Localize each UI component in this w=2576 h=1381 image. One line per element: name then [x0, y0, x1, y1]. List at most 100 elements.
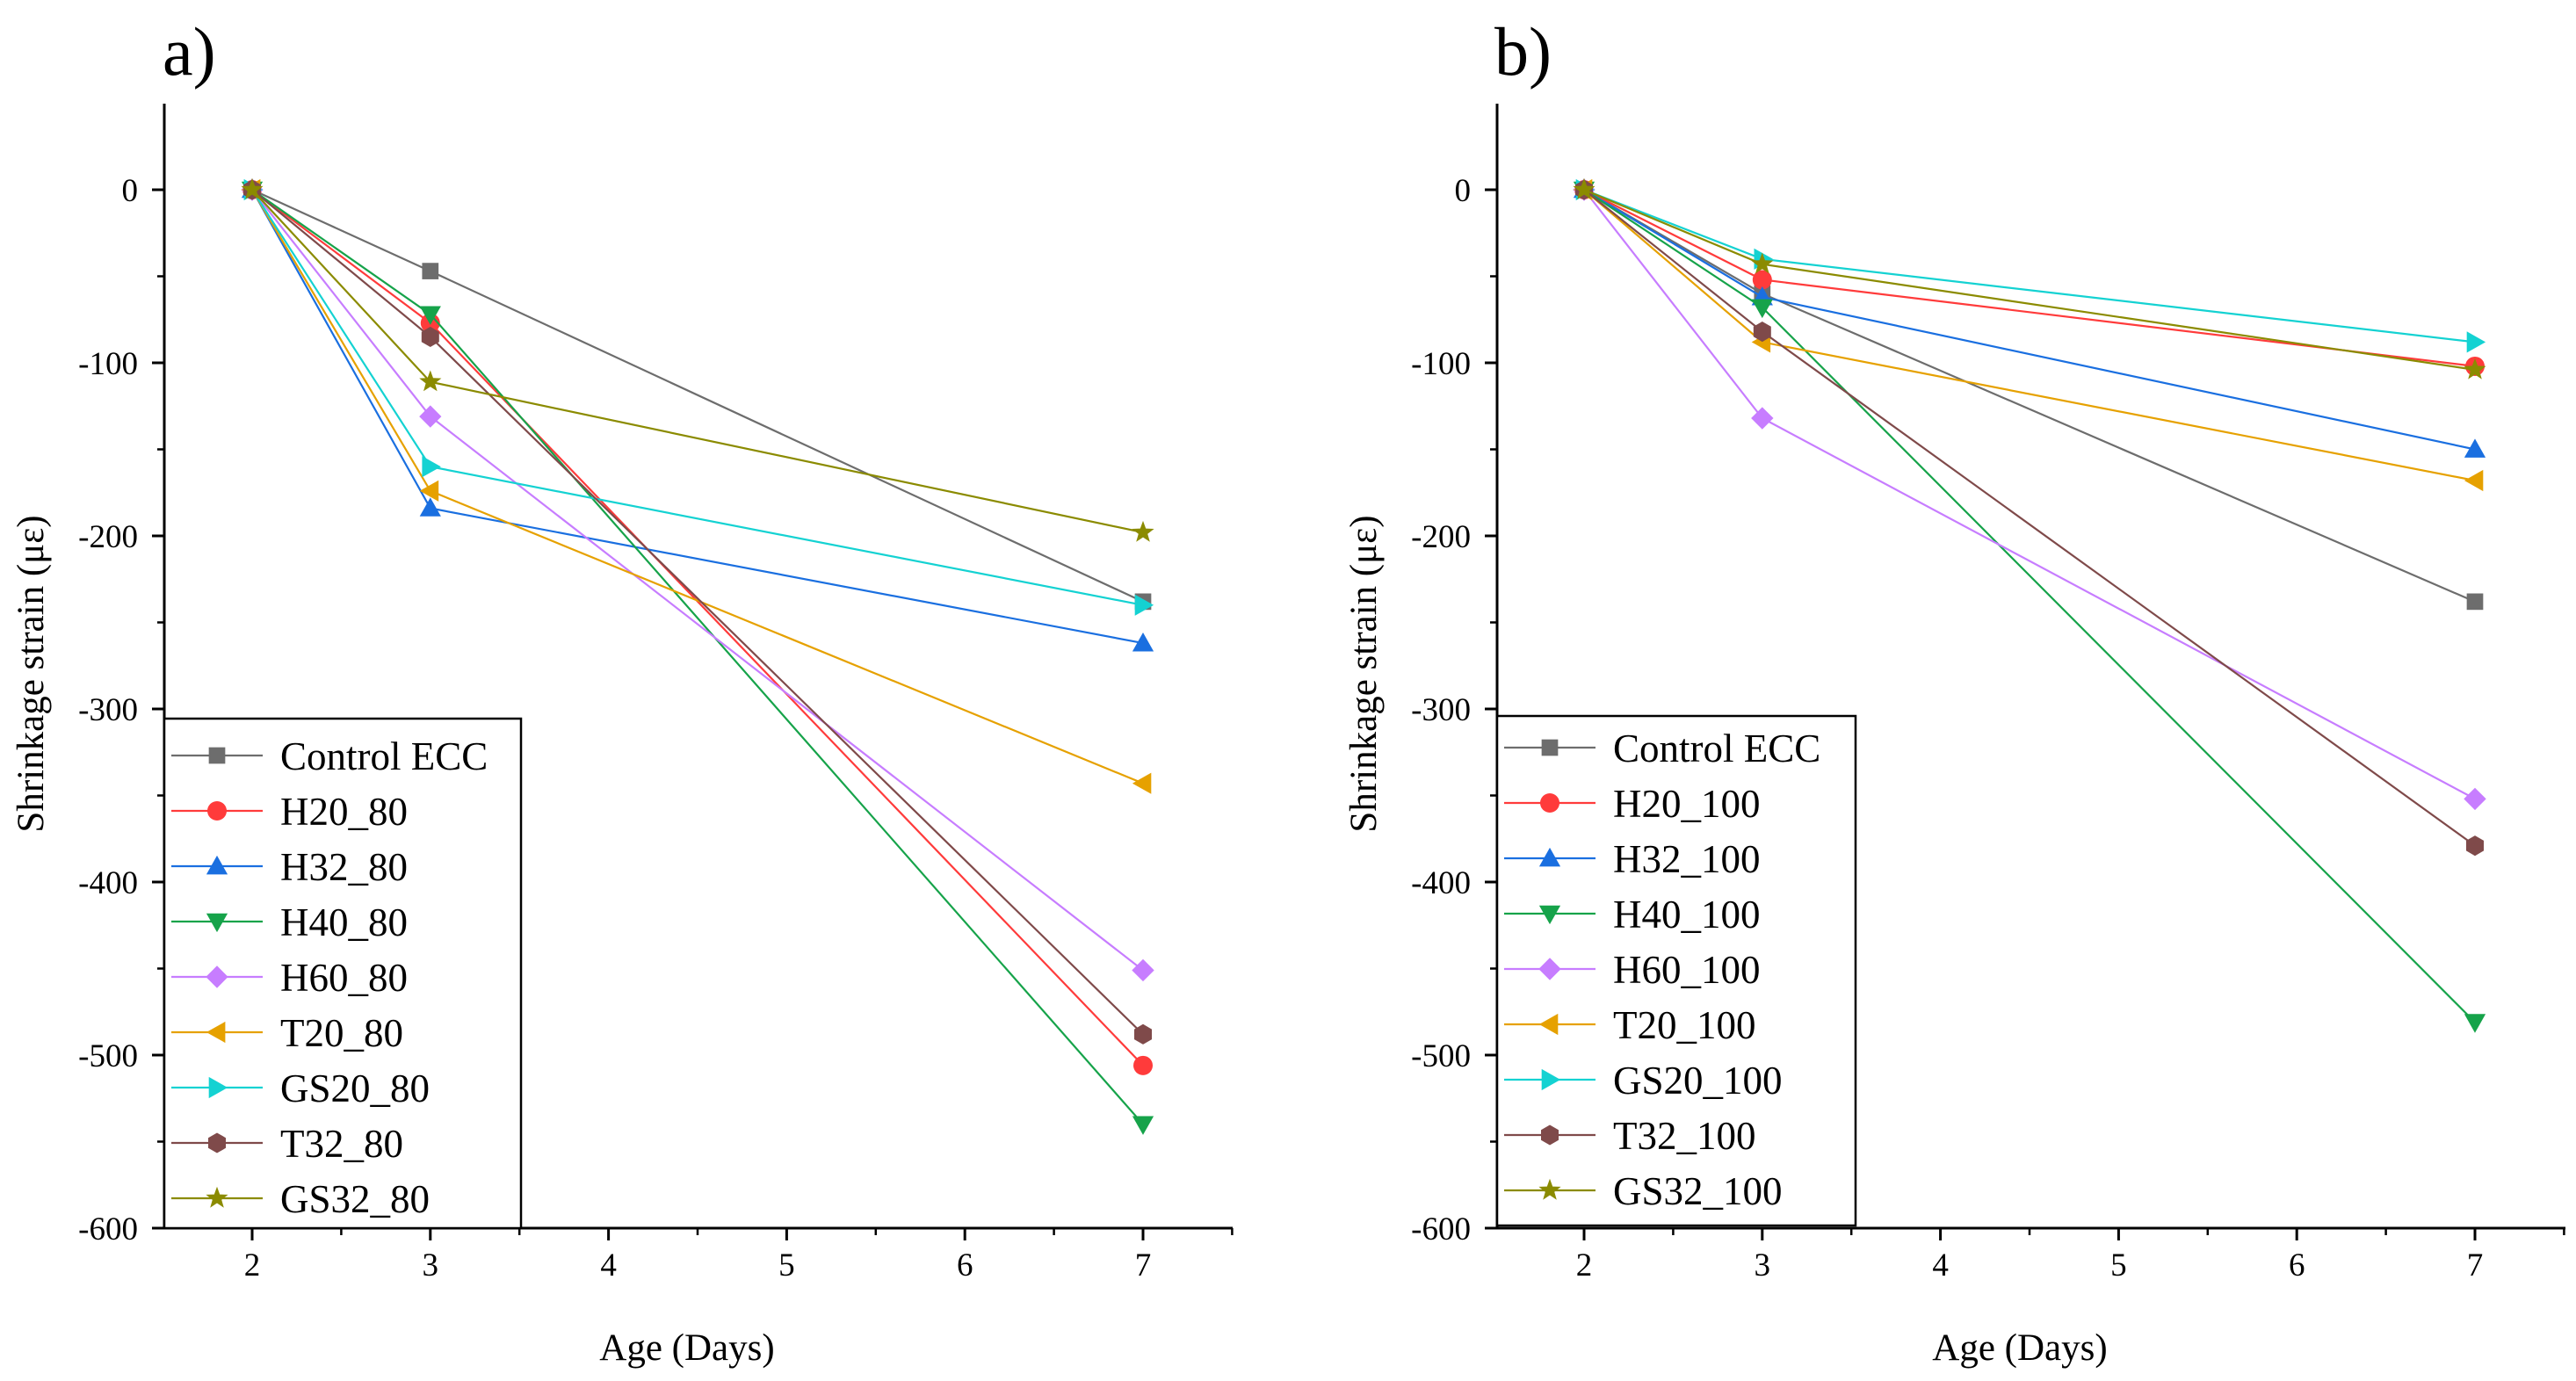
- legend-label: H40_80: [280, 900, 408, 944]
- legend-item: Control ECC: [1504, 727, 1820, 770]
- series-control-ecc: [1575, 181, 2484, 611]
- legend-marker: [1541, 1124, 1559, 1146]
- legend-marker: [206, 1186, 228, 1208]
- legend-marker: [207, 801, 227, 821]
- data-point: [419, 497, 441, 517]
- data-point: [1132, 958, 1154, 982]
- series-line: [1583, 189, 2476, 603]
- legend-marker: [1538, 905, 1561, 925]
- data-point: [1752, 270, 1772, 290]
- legend-item: T20_80: [171, 1011, 403, 1055]
- legend-item: GS32_80: [171, 1177, 430, 1221]
- legend-label: H32_100: [1613, 837, 1761, 881]
- legend-label: GS32_100: [1613, 1169, 1783, 1213]
- x-tick-label: 7: [2467, 1247, 2484, 1283]
- legend-item: H60_80: [171, 956, 408, 1000]
- series-line: [1583, 189, 2476, 482]
- y-axis-title: Shrinkage strain (με): [11, 515, 52, 832]
- legend-label: GS20_80: [280, 1066, 430, 1110]
- legend-label: H40_100: [1613, 893, 1761, 936]
- legend-marker: [208, 747, 226, 764]
- x-tick-label: 2: [1576, 1247, 1593, 1283]
- legend-marker: [1540, 793, 1559, 813]
- x-tick-label: 2: [244, 1247, 261, 1283]
- data-point: [241, 177, 264, 199]
- y-tick-label: -200: [78, 519, 138, 555]
- series-control-ecc: [243, 181, 1152, 611]
- x-tick-label: 5: [778, 1247, 795, 1283]
- series-line: [1583, 189, 2476, 451]
- chart-panel-b: b) 0 -100 -200 -300 -400 -500 -600 2 3 4 5 6 7 Age (Da…: [1343, 13, 2565, 1369]
- data-point: [1132, 520, 1154, 542]
- data-point: [2464, 358, 2486, 380]
- data-point: [419, 370, 442, 392]
- legend-item: T32_100: [1504, 1114, 1756, 1158]
- data-point: [2464, 438, 2486, 458]
- data-point: [2464, 1014, 2486, 1033]
- data-point: [2466, 593, 2484, 611]
- data-point: [1132, 633, 1154, 652]
- series-gs32-80: [241, 177, 1154, 542]
- series-h20-100: [1574, 180, 2485, 376]
- panel-label: b): [1494, 13, 1552, 90]
- legend-label: H20_100: [1613, 782, 1761, 826]
- legend-label: T32_100: [1613, 1114, 1756, 1158]
- series-gs20-80: [243, 178, 1154, 616]
- x-tick-label: 4: [600, 1247, 617, 1283]
- legend-item: H40_100: [1504, 893, 1761, 936]
- legend: Control ECC H20_100 H32_100 H40_100 H60_100 T…: [1495, 714, 1857, 1227]
- legend-item: H32_100: [1504, 837, 1761, 881]
- y-tick-label: -200: [1411, 519, 1471, 555]
- data-point: [419, 306, 441, 325]
- data-point: [1751, 407, 1774, 430]
- data-point: [1134, 594, 1154, 616]
- legend-item: GS20_80: [171, 1066, 430, 1110]
- legend-label: T32_80: [280, 1122, 403, 1166]
- legend-item: H60_100: [1504, 948, 1761, 992]
- y-tick-label: -500: [1411, 1038, 1471, 1074]
- legend-marker: [208, 1132, 226, 1153]
- series-h32-100: [1573, 178, 2486, 458]
- y-axis-title: Shrinkage strain (με): [1343, 515, 1385, 832]
- data-point: [419, 405, 442, 428]
- x-tick-label: 7: [1135, 1247, 1152, 1283]
- series-line: [251, 189, 1144, 784]
- data-point: [1751, 252, 1774, 274]
- panel-label: a): [163, 13, 216, 90]
- legend-item: GS20_100: [1504, 1059, 1783, 1103]
- y-tick-label: -600: [78, 1211, 138, 1247]
- legend-label: Control ECC: [1613, 727, 1820, 770]
- series-gs32-100: [1573, 177, 2486, 380]
- data-point: [2464, 469, 2484, 492]
- legend-marker: [208, 1076, 228, 1099]
- legend: Control ECC H20_80 H32_80 H40_80 H60_80 T20_8…: [163, 717, 523, 1230]
- data-point: [422, 263, 439, 279]
- series-line: [1583, 189, 2476, 800]
- data-point: [2466, 331, 2486, 353]
- y-tick-label: -300: [1411, 692, 1471, 728]
- legend-label: T20_100: [1613, 1003, 1756, 1047]
- y-tick-label: -400: [1411, 865, 1471, 901]
- x-tick-label: 3: [1755, 1247, 1771, 1283]
- data-point: [1134, 1023, 1152, 1045]
- legend-marker: [1538, 958, 1561, 980]
- data-point: [1132, 772, 1152, 794]
- series-line: [1583, 188, 2476, 343]
- legend-item: H32_80: [171, 845, 408, 889]
- chart-panel-a: a) 0 -100 -200 -300 -400 -500 -600 2 3 4 5 6 7 Age (Da…: [11, 13, 1234, 1369]
- data-point: [1132, 1116, 1154, 1135]
- legend-item: T32_80: [171, 1122, 403, 1166]
- data-point: [2464, 787, 2486, 811]
- y-tick-label: -300: [78, 692, 138, 728]
- legend-label: H60_100: [1613, 948, 1761, 992]
- y-tick-label: 0: [1455, 173, 1472, 209]
- y-tick-label: 0: [122, 173, 139, 209]
- legend-item: H20_100: [1504, 782, 1761, 826]
- series-line: [1583, 188, 2476, 371]
- legend-label: H60_80: [280, 956, 408, 1000]
- legend-label: GS20_100: [1613, 1059, 1783, 1103]
- data-point: [422, 456, 441, 478]
- data-point: [419, 480, 439, 502]
- x-axis-title: Age (Days): [1932, 1327, 2107, 1369]
